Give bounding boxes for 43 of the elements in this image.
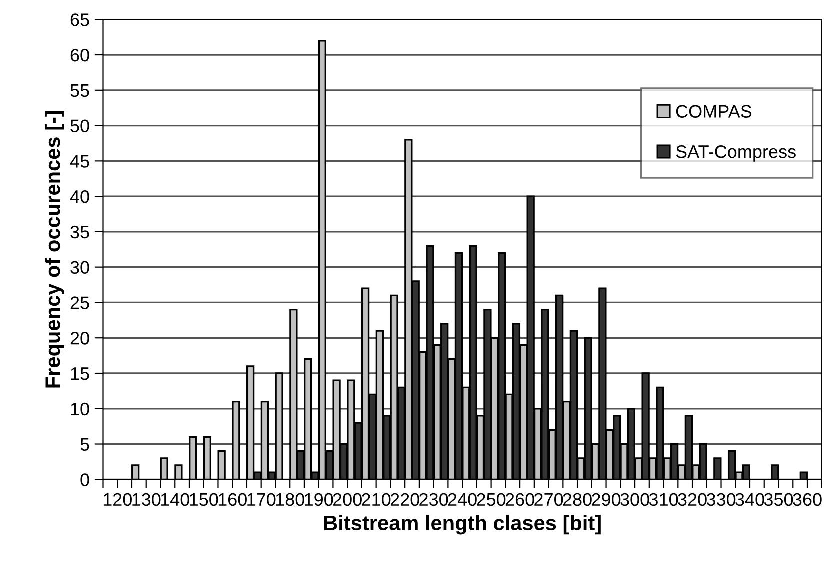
x-tick-label: 310 (649, 493, 678, 506)
x-tick-label: 240 (448, 493, 477, 506)
x-tick-label: 140 (161, 493, 190, 506)
y-tick-label: 45 (70, 155, 90, 168)
x-tick-label: 340 (736, 493, 764, 506)
x-tick-label: 200 (333, 493, 362, 506)
legend-label: COMPAS (676, 105, 752, 118)
y-tick-label: 50 (70, 120, 90, 133)
x-tick-label: 270 (534, 493, 564, 506)
x-tick-label: 280 (563, 493, 592, 506)
x-tick-label: 120 (104, 493, 132, 506)
x-tick-label: 180 (276, 493, 304, 506)
y-tick-label: 15 (71, 368, 90, 380)
x-tick-label: 360 (793, 493, 822, 506)
y-tick-label: 25 (70, 296, 90, 310)
x-tick-label: 250 (477, 493, 506, 506)
y-tick-label: 60 (70, 48, 90, 62)
x-tick-label: 290 (592, 493, 621, 506)
y-axis-title: Frequency of occurences [-] (45, 111, 64, 388)
x-tick-label: 230 (420, 493, 448, 506)
y-tick-label: 40 (70, 190, 90, 204)
y-tick-label: 5 (80, 438, 90, 451)
x-tick-label: 350 (764, 493, 794, 506)
y-tick-label: 30 (70, 261, 90, 274)
x-tick-label: 160 (218, 493, 247, 506)
x-tick-label: 300 (620, 493, 650, 506)
x-tick-label: 170 (248, 493, 276, 506)
x-tick-label: 190 (305, 493, 334, 506)
x-tick-label: 320 (678, 493, 707, 506)
x-axis-title: Bitstream length clases [bit] (324, 515, 601, 535)
x-tick-label: 130 (132, 493, 161, 506)
y-tick-label: 65 (70, 14, 90, 26)
legend-label: SAT-Compress (676, 145, 796, 162)
x-tick-label: 260 (506, 493, 534, 506)
y-tick-label: 20 (70, 332, 90, 345)
x-tick-label: 220 (390, 493, 420, 506)
x-tick-label: 150 (190, 493, 218, 506)
y-tick-label: 0 (80, 474, 90, 486)
x-tick-label: 330 (706, 493, 736, 506)
x-tick-label: 210 (362, 493, 391, 506)
y-tick-label: 10 (71, 402, 90, 416)
y-tick-label: 55 (70, 84, 90, 98)
y-tick-label: 35 (70, 226, 90, 239)
